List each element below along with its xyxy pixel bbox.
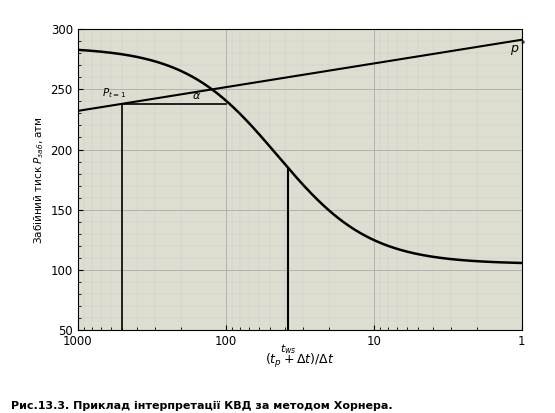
Text: $p^*$: $p^*$ [510, 40, 526, 59]
Text: Рис.13.3. Приклад інтерпретації КВД за методом Хорнера.: Рис.13.3. Приклад інтерпретації КВД за м… [11, 401, 393, 411]
Text: $\alpha$: $\alpha$ [191, 91, 201, 101]
X-axis label: $(t_p + \Delta t)/\Delta t$: $(t_p + \Delta t)/\Delta t$ [265, 352, 335, 370]
Text: $t_{ws}$: $t_{ws}$ [280, 342, 296, 356]
Y-axis label: Забійний тиск $P_{заб}$, атм: Забійний тиск $P_{заб}$, атм [33, 116, 47, 244]
Text: $P_{t=1}$: $P_{t=1}$ [102, 86, 125, 100]
